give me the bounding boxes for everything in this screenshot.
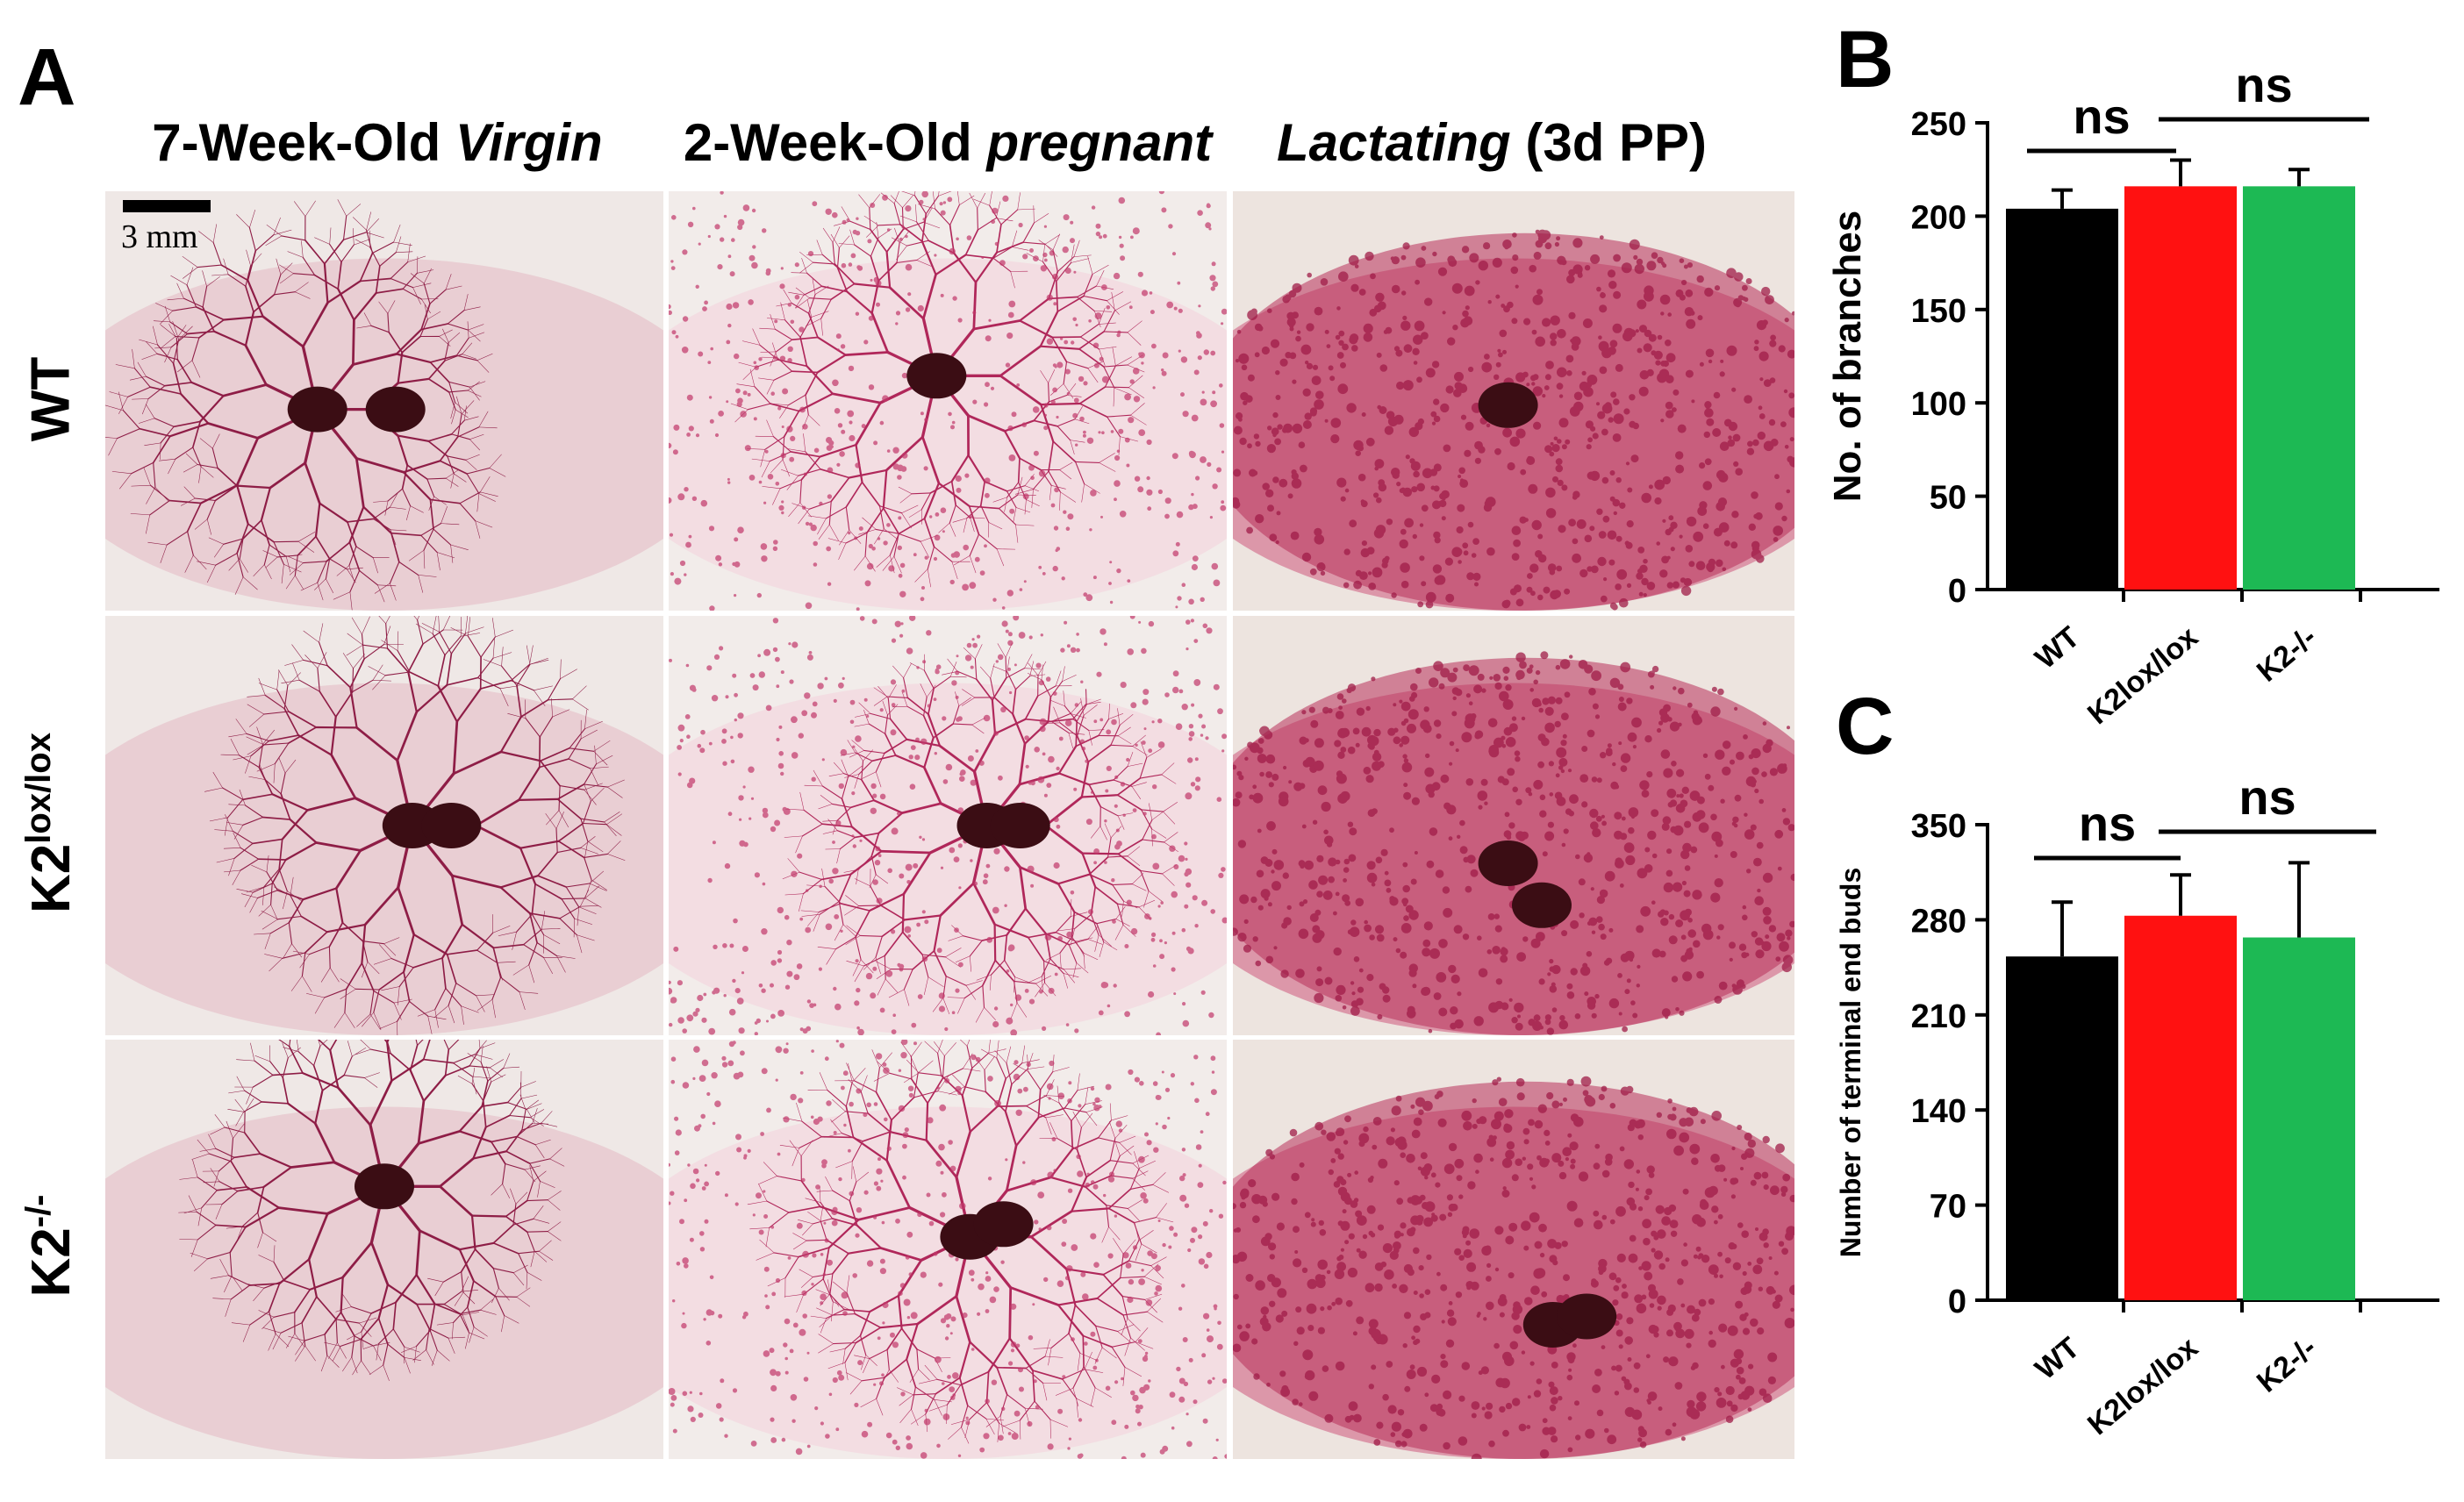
y-tick-label: 150 xyxy=(1911,293,1966,330)
x-tick-label-2: K2-/- xyxy=(2251,1331,2323,1399)
panel-label-a: A xyxy=(18,37,75,118)
micrograph-pregnant-wt xyxy=(669,191,1227,611)
bar-0 xyxy=(2006,956,2118,1300)
column-title-lactating: Lactating (3d PP) xyxy=(1237,112,1746,174)
micrograph-lactating-k2ko xyxy=(1233,1040,1794,1459)
x-tick-label-0: WT xyxy=(2029,1331,2086,1386)
y-tick-label: 70 xyxy=(1930,1189,1966,1226)
y-axis-label: Number of terminal end buds xyxy=(1835,868,1866,1257)
micrograph-pregnant-k2ko xyxy=(669,1040,1227,1459)
y-tick-label: 250 xyxy=(1911,106,1966,143)
y-tick-label: 100 xyxy=(1911,386,1966,423)
x-tick-label-1: K2lox/lox xyxy=(2081,620,2204,731)
column-title-pregnant: 2-Week-Old pregnant xyxy=(667,112,1228,174)
x-tick-label-1: K2lox/lox xyxy=(2081,1331,2204,1441)
x-tick-label-2: K2-/- xyxy=(2251,620,2323,689)
y-tick-label: 350 xyxy=(1911,808,1966,845)
y-tick-label: 50 xyxy=(1930,480,1966,517)
y-tick-label: 200 xyxy=(1911,199,1966,236)
bar-1 xyxy=(2124,916,2237,1300)
significance-label-0: ns xyxy=(2079,796,2136,851)
bar-0 xyxy=(2006,209,2118,590)
bar-2 xyxy=(2243,186,2355,590)
micrograph-lactating-k2lox xyxy=(1233,616,1794,1035)
y-tick-label: 210 xyxy=(1911,998,1966,1035)
micrograph-lactating-wt xyxy=(1233,191,1794,611)
y-tick-label: 280 xyxy=(1911,903,1966,940)
bar-1 xyxy=(2124,186,2237,590)
significance-label-1: ns xyxy=(2235,57,2292,112)
y-tick-label: 140 xyxy=(1911,1093,1966,1130)
bar-2 xyxy=(2243,938,2355,1300)
micrograph-virgin-k2lox xyxy=(105,616,663,1035)
scale-bar xyxy=(123,200,211,212)
significance-label-1: ns xyxy=(2238,769,2296,825)
y-tick-label: 0 xyxy=(1948,573,1966,610)
scale-bar-label: 3 mm xyxy=(121,218,198,256)
y-tick-label: 0 xyxy=(1948,1284,1966,1320)
micrograph-pregnant-k2lox xyxy=(669,616,1227,1035)
column-title-virgin: 7-Week-Old Virgin xyxy=(105,112,649,174)
y-axis-label: No. of branches xyxy=(1826,211,1869,503)
micrograph-virgin-k2ko xyxy=(105,1040,663,1459)
significance-label-0: ns xyxy=(2073,89,2130,144)
x-tick-label-0: WT xyxy=(2029,620,2086,676)
